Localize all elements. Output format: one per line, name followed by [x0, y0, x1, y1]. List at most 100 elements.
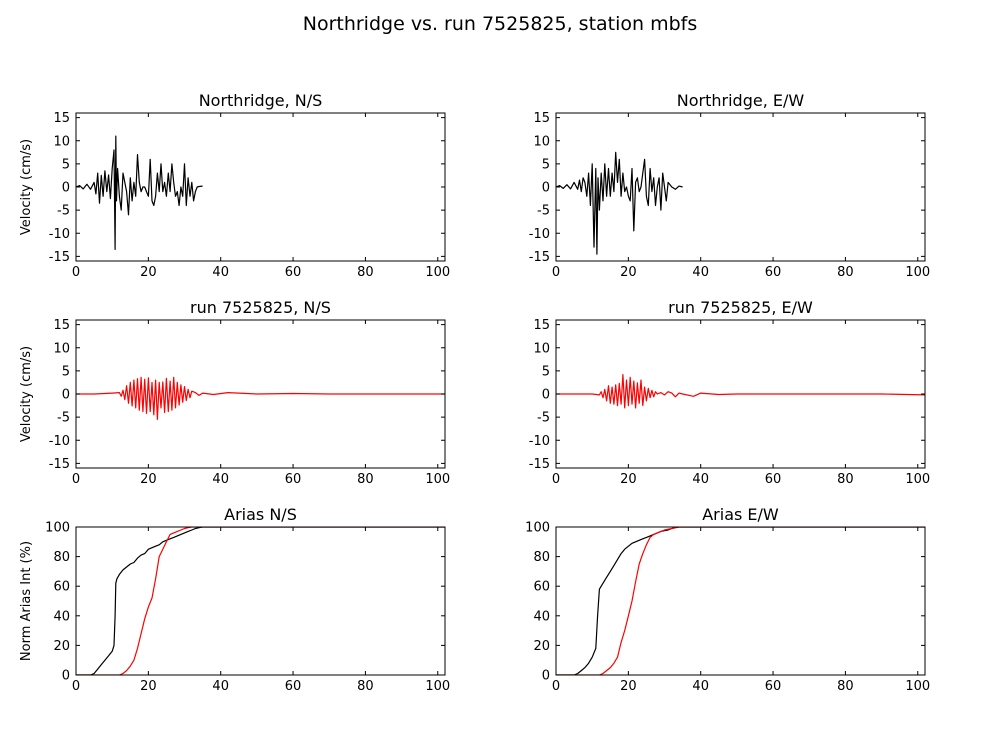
y-axis-label: Velocity (cm/s) [19, 139, 34, 235]
series-line-1 [76, 135, 203, 250]
x-tick-label: 100 [905, 472, 930, 487]
x-tick-label: 20 [620, 472, 637, 487]
y-tick-label: 20 [533, 639, 550, 654]
x-tick-label: 40 [692, 472, 709, 487]
y-tick-label: -15 [49, 250, 70, 265]
y-tick-label: -5 [57, 204, 70, 219]
y-tick-label: -10 [529, 227, 550, 242]
y-tick-label: -10 [49, 434, 70, 449]
x-tick-label: 100 [425, 472, 450, 487]
x-tick-label: 20 [140, 265, 157, 280]
x-tick-label: 0 [72, 679, 80, 694]
y-tick-label: 10 [53, 341, 70, 356]
x-tick-label: 60 [285, 679, 302, 694]
subplot-title: Northridge, E/W [677, 91, 805, 110]
subplot-title: Arias N/S [224, 505, 297, 524]
y-tick-label: 0 [62, 669, 70, 684]
y-tick-label: 5 [62, 157, 70, 172]
series-line-1 [76, 527, 445, 675]
subplot-title: Northridge, N/S [199, 91, 323, 110]
axes-frame [75, 526, 446, 676]
x-tick-label: 60 [285, 265, 302, 280]
x-tick-label: 0 [552, 265, 560, 280]
y-tick-label: 100 [525, 521, 550, 536]
subplot-title: run 7525825, E/W [668, 298, 813, 317]
y-tick-label: 10 [533, 134, 550, 149]
y-tick-label: 10 [533, 341, 550, 356]
y-tick-label: 20 [53, 639, 70, 654]
y-tick-label: -15 [529, 250, 550, 265]
x-tick-label: 20 [140, 472, 157, 487]
y-tick-label: 15 [533, 111, 550, 126]
y-tick-label: 15 [53, 318, 70, 333]
y-tick-label: 0 [62, 181, 70, 196]
y-tick-label: 15 [533, 318, 550, 333]
y-tick-label: 10 [53, 134, 70, 149]
subplot-title: run 7525825, N/S [190, 298, 331, 317]
x-tick-label: 20 [140, 679, 157, 694]
subplot-5: 0 20 40 60 80 100 100 80 60 40 20 0 Arias N/S Norm Ar… [19, 505, 450, 694]
series-line-1 [76, 376, 445, 420]
plot-area [76, 135, 203, 250]
y-tick-label: 0 [62, 388, 70, 403]
y-tick-label: -5 [57, 411, 70, 426]
plot-area [556, 151, 683, 255]
y-tick-label: 0 [542, 181, 550, 196]
x-tick-label: 0 [552, 472, 560, 487]
x-tick-label: 20 [620, 265, 637, 280]
series-line-2 [556, 527, 925, 675]
y-tick-label: 5 [62, 364, 70, 379]
x-tick-label: 100 [425, 679, 450, 694]
series-line-1 [556, 374, 925, 409]
x-tick-label: 40 [212, 265, 229, 280]
x-tick-label: 80 [837, 679, 854, 694]
y-tick-label: 60 [533, 580, 550, 595]
y-tick-label: -5 [537, 411, 550, 426]
plot-area [76, 376, 445, 420]
plot-area [556, 527, 925, 675]
y-tick-label: 5 [542, 157, 550, 172]
series-line-2 [76, 527, 445, 675]
x-tick-label: 60 [765, 679, 782, 694]
x-tick-label: 40 [212, 679, 229, 694]
x-tick-label: 80 [837, 265, 854, 280]
plot-area [76, 527, 445, 675]
x-tick-label: 100 [425, 265, 450, 280]
subplot-6: 0 20 40 60 80 100 100 80 60 40 20 0 Arias E/W [525, 505, 930, 694]
subplot-4: 0 20 40 60 80 100 15 10 5 0 -5 -10 -15 run 7525825, E… [529, 298, 930, 487]
y-tick-label: -10 [49, 227, 70, 242]
x-tick-label: 100 [905, 679, 930, 694]
y-tick-label: -10 [529, 434, 550, 449]
series-line-1 [556, 151, 683, 255]
y-tick-label: -15 [49, 457, 70, 472]
y-tick-label: 40 [533, 609, 550, 624]
x-tick-label: 20 [620, 679, 637, 694]
axes-frame [555, 526, 926, 676]
x-tick-label: 40 [212, 472, 229, 487]
x-tick-label: 80 [357, 679, 374, 694]
y-tick-label: 40 [53, 609, 70, 624]
x-tick-label: 0 [72, 265, 80, 280]
y-tick-label: 5 [542, 364, 550, 379]
y-tick-label: 0 [542, 669, 550, 684]
y-axis-label: Velocity (cm/s) [19, 346, 34, 442]
y-axis-label: Norm Arias Int (%) [19, 541, 34, 661]
subplot-1: 0 20 40 60 80 100 15 10 5 0 -5 -10 -15 Northridge, N/… [19, 91, 450, 280]
x-tick-label: 40 [692, 265, 709, 280]
subplot-title: Arias E/W [702, 505, 779, 524]
figure-title: Northridge vs. run 7525825, station mbfs [303, 13, 698, 35]
y-tick-label: -15 [529, 457, 550, 472]
y-tick-label: 15 [53, 111, 70, 126]
x-tick-label: 60 [765, 472, 782, 487]
y-tick-label: 100 [45, 521, 70, 536]
y-tick-label: 0 [542, 388, 550, 403]
x-tick-label: 60 [285, 472, 302, 487]
series-line-1 [556, 527, 925, 675]
x-tick-label: 0 [552, 679, 560, 694]
subplot-3: 0 20 40 60 80 100 15 10 5 0 -5 -10 -15 run 7525825, N… [19, 298, 450, 487]
y-tick-label: 60 [53, 580, 70, 595]
subplot-2: 0 20 40 60 80 100 15 10 5 0 -5 -10 -15 Northridge, E/… [529, 91, 930, 280]
x-tick-label: 0 [72, 472, 80, 487]
